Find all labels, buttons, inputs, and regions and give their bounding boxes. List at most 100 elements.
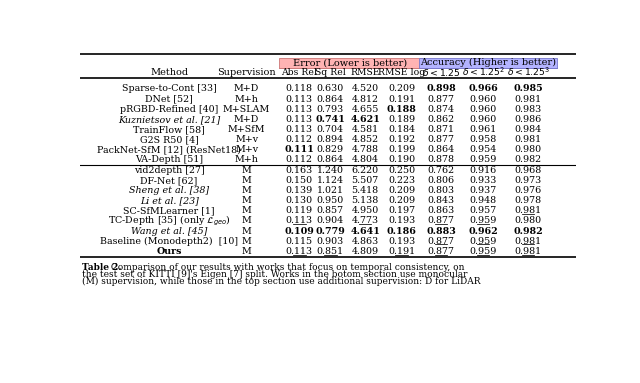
- Text: M+h: M+h: [235, 95, 259, 103]
- Text: Baseline (Monodepth2)  [10]: Baseline (Monodepth2) [10]: [100, 237, 238, 246]
- Text: 0.113: 0.113: [286, 115, 313, 124]
- Text: 0.163: 0.163: [285, 166, 313, 175]
- Text: Sq Rel: Sq Rel: [315, 68, 346, 77]
- Text: 0.968: 0.968: [515, 166, 541, 175]
- Text: 0.954: 0.954: [469, 145, 497, 154]
- Text: 0.983: 0.983: [515, 105, 541, 114]
- Text: 0.898: 0.898: [426, 84, 456, 93]
- Text: 0.894: 0.894: [317, 135, 344, 144]
- Text: 0.916: 0.916: [469, 166, 497, 175]
- Text: Supervision: Supervision: [218, 68, 276, 77]
- Text: 0.883: 0.883: [426, 227, 456, 236]
- Text: M: M: [242, 186, 252, 195]
- Text: 0.959: 0.959: [469, 247, 497, 256]
- Text: 0.966: 0.966: [468, 84, 498, 93]
- Text: 5.418: 5.418: [351, 186, 379, 195]
- Text: 0.981: 0.981: [515, 247, 541, 256]
- Text: 0.209: 0.209: [388, 186, 415, 195]
- Text: 0.779: 0.779: [316, 227, 345, 236]
- Text: 0.981: 0.981: [515, 237, 541, 246]
- Text: 0.933: 0.933: [469, 176, 497, 185]
- Text: 4.581: 4.581: [351, 125, 379, 134]
- Text: VA-Depth [51]: VA-Depth [51]: [135, 155, 203, 164]
- Text: 0.864: 0.864: [317, 155, 344, 164]
- Text: 0.112: 0.112: [286, 155, 313, 164]
- Text: 0.250: 0.250: [388, 166, 415, 175]
- Text: 0.112: 0.112: [286, 135, 313, 144]
- Text: 0.937: 0.937: [469, 186, 497, 195]
- Text: 0.961: 0.961: [469, 125, 497, 134]
- Text: Ours: Ours: [156, 247, 182, 256]
- Text: M+h: M+h: [235, 155, 259, 164]
- Text: 0.851: 0.851: [317, 247, 344, 256]
- Text: M: M: [242, 206, 252, 215]
- Text: Sheng et al. [38]: Sheng et al. [38]: [129, 186, 209, 195]
- Text: the test set of KITTI [9]'s Eigen [7] split. Works in the botom section use mono: the test set of KITTI [9]'s Eigen [7] sp…: [83, 270, 468, 279]
- Text: Li et al. [23]: Li et al. [23]: [140, 196, 198, 205]
- Text: 0.871: 0.871: [428, 125, 454, 134]
- Text: M+SfM: M+SfM: [228, 125, 266, 134]
- Text: 0.118: 0.118: [286, 84, 313, 93]
- Text: 0.803: 0.803: [428, 186, 454, 195]
- Text: TrainFlow [58]: TrainFlow [58]: [133, 125, 205, 134]
- Text: RMSE log: RMSE log: [378, 68, 425, 77]
- Text: 0.978: 0.978: [515, 196, 541, 205]
- Text: vid2depth [27]: vid2depth [27]: [134, 166, 205, 175]
- Text: 0.984: 0.984: [515, 125, 541, 134]
- Text: 0.864: 0.864: [428, 145, 454, 154]
- Text: pRGBD-Refined [40]: pRGBD-Refined [40]: [120, 105, 218, 114]
- Text: Abs Rel: Abs Rel: [282, 68, 317, 77]
- Text: Method: Method: [150, 68, 188, 77]
- Text: 0.184: 0.184: [388, 125, 415, 134]
- Text: G2S R50 [4]: G2S R50 [4]: [140, 135, 198, 144]
- Text: 0.113: 0.113: [286, 95, 313, 103]
- Text: 0.960: 0.960: [469, 105, 497, 114]
- Text: 0.980: 0.980: [515, 145, 541, 154]
- Text: PackNet-SfM [12] (ResNet18): PackNet-SfM [12] (ResNet18): [97, 145, 241, 154]
- Text: 0.630: 0.630: [317, 84, 344, 93]
- Text: Error (Lower is better): Error (Lower is better): [293, 58, 408, 67]
- Text: 0.119: 0.119: [286, 206, 313, 215]
- Text: M+D: M+D: [234, 84, 259, 93]
- Text: 0.857: 0.857: [317, 206, 344, 215]
- Text: 0.981: 0.981: [515, 206, 541, 215]
- Text: 4.950: 4.950: [351, 206, 379, 215]
- Text: 0.958: 0.958: [469, 135, 497, 144]
- Text: 0.877: 0.877: [428, 95, 454, 103]
- Text: $\delta < 1.25^3$: $\delta < 1.25^3$: [506, 66, 549, 79]
- Text: 4.520: 4.520: [351, 84, 379, 93]
- Text: 0.115: 0.115: [286, 237, 313, 246]
- Text: 0.741: 0.741: [316, 115, 345, 124]
- Text: 0.139: 0.139: [285, 186, 313, 195]
- Text: 0.199: 0.199: [388, 145, 415, 154]
- Text: 0.130: 0.130: [286, 196, 313, 205]
- Text: 0.960: 0.960: [469, 115, 497, 124]
- Text: M: M: [242, 227, 252, 236]
- Text: Comparison of our results with works that focus on temporal consistency, on: Comparison of our results with works tha…: [108, 263, 465, 272]
- Text: 0.980: 0.980: [515, 216, 541, 226]
- Text: 0.193: 0.193: [388, 237, 415, 246]
- Text: 0.981: 0.981: [515, 135, 541, 144]
- Text: SC-SfMLearner [1]: SC-SfMLearner [1]: [124, 206, 215, 215]
- Text: 0.877: 0.877: [428, 216, 454, 226]
- Text: 0.863: 0.863: [428, 206, 455, 215]
- Text: 0.981: 0.981: [515, 95, 541, 103]
- Text: 0.878: 0.878: [428, 155, 454, 164]
- Text: 0.762: 0.762: [428, 166, 454, 175]
- Text: 0.209: 0.209: [388, 84, 415, 93]
- Text: 0.793: 0.793: [317, 105, 344, 114]
- Text: 0.903: 0.903: [317, 237, 344, 246]
- Text: M: M: [242, 216, 252, 226]
- Text: 4.621: 4.621: [350, 115, 380, 124]
- Text: 0.957: 0.957: [469, 206, 497, 215]
- Text: Wang et al. [45]: Wang et al. [45]: [131, 227, 207, 236]
- Text: M: M: [242, 247, 252, 256]
- Text: 4.641: 4.641: [350, 227, 380, 236]
- Text: M+SLAM: M+SLAM: [223, 105, 270, 114]
- Text: DNet [52]: DNet [52]: [145, 95, 193, 103]
- Text: 0.877: 0.877: [428, 237, 454, 246]
- Text: 0.150: 0.150: [286, 176, 313, 185]
- Text: 5.507: 5.507: [351, 176, 379, 185]
- Text: 0.959: 0.959: [469, 237, 497, 246]
- Text: 0.877: 0.877: [428, 135, 454, 144]
